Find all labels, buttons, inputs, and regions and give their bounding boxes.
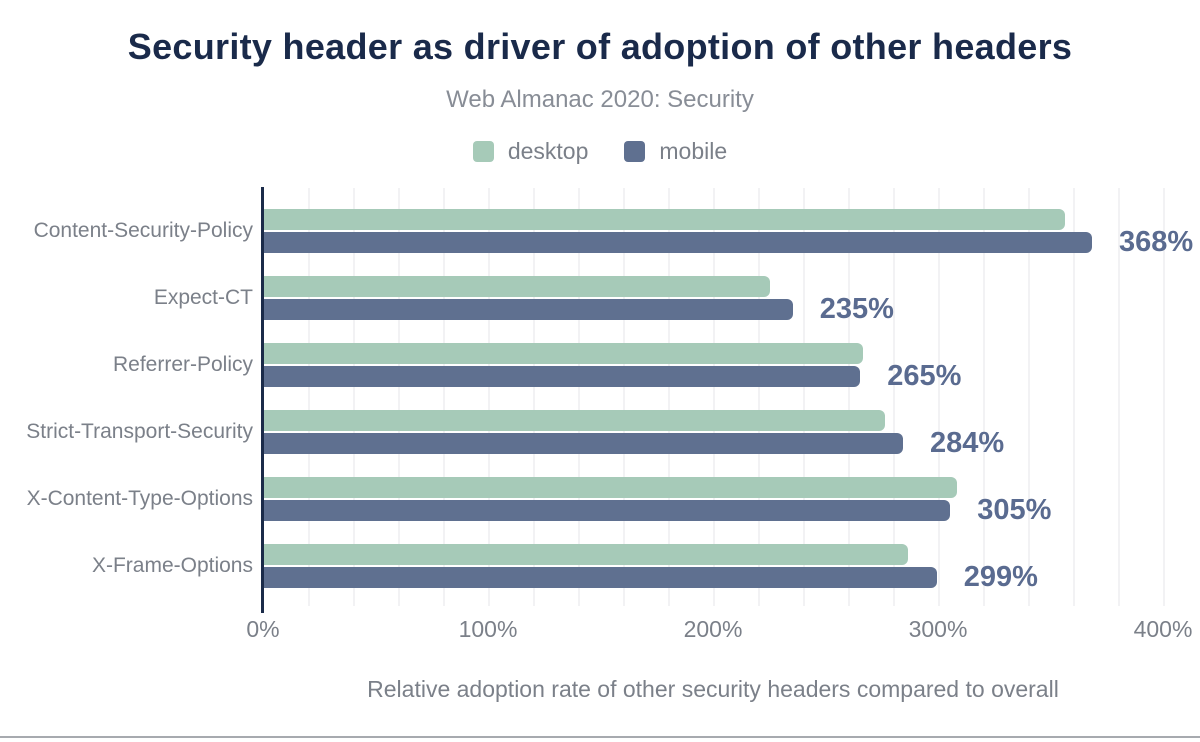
category-label: Content-Security-Policy — [33, 219, 253, 242]
bar-mobile-X-Frame-Options[interactable] — [264, 567, 937, 588]
legend-label-mobile: mobile — [659, 138, 728, 164]
gridline — [533, 188, 535, 606]
gridline — [578, 188, 580, 606]
legend-item-mobile[interactable]: mobile — [624, 138, 727, 165]
gridline — [893, 188, 895, 606]
category-label: X-Frame-Options — [91, 554, 253, 577]
gridline — [443, 188, 445, 606]
bar-desktop-Content-Security-Policy[interactable] — [264, 209, 1065, 230]
gridline — [938, 188, 940, 606]
gridline — [353, 188, 355, 606]
category-label: X-Content-Type-Options — [26, 487, 253, 510]
gridline — [803, 188, 805, 606]
gridline — [848, 188, 850, 606]
desktop-swatch-icon — [472, 141, 494, 162]
gridline — [488, 188, 490, 606]
value-label: 368% — [1119, 226, 1194, 258]
bar-mobile-Expect-CT[interactable] — [264, 299, 793, 320]
bar-mobile-Strict-Transport-Security[interactable] — [264, 433, 903, 454]
bar-mobile-Referrer-Policy[interactable] — [264, 366, 861, 387]
x-tick-label: 100% — [458, 616, 518, 642]
y-axis-line — [261, 187, 264, 613]
value-label: 265% — [887, 360, 962, 392]
chart-legend: desktop mobile — [0, 138, 1200, 165]
gridline — [983, 188, 985, 606]
x-axis-title: Relative adoption rate of other security… — [367, 676, 1059, 702]
gridline — [668, 188, 670, 606]
x-tick-label: 0% — [246, 616, 280, 642]
gridline — [758, 188, 760, 606]
value-label: 284% — [930, 427, 1005, 459]
gridline — [1118, 188, 1120, 606]
gridline — [713, 188, 715, 606]
gridline — [1163, 188, 1165, 606]
bar-desktop-Referrer-Policy[interactable] — [264, 343, 863, 364]
gridline — [308, 188, 310, 606]
category-label: Expect-CT — [153, 286, 253, 309]
value-label: 299% — [963, 561, 1038, 593]
x-tick-label: 400% — [1133, 616, 1193, 642]
category-label: Referrer-Policy — [112, 353, 253, 376]
bar-desktop-Expect-CT[interactable] — [264, 276, 771, 297]
bar-desktop-X-Content-Type-Options[interactable] — [264, 477, 957, 498]
x-tick-label: 200% — [683, 616, 743, 642]
gridline — [623, 188, 625, 606]
value-label: 305% — [977, 494, 1052, 526]
figure-bottom-border — [0, 736, 1200, 738]
chart-subtitle: Web Almanac 2020: Security — [446, 86, 754, 113]
bar-mobile-Content-Security-Policy[interactable] — [264, 232, 1092, 253]
bar-desktop-X-Frame-Options[interactable] — [264, 544, 908, 565]
bar-mobile-X-Content-Type-Options[interactable] — [264, 500, 951, 521]
category-label: Strict-Transport-Security — [26, 420, 253, 443]
chart-title: Security header as driver of adoption of… — [127, 26, 1073, 67]
value-label: 235% — [819, 293, 894, 325]
mobile-swatch-icon — [624, 141, 646, 162]
gridline — [1028, 188, 1030, 606]
gridline — [398, 188, 400, 606]
legend-label-desktop: desktop — [507, 138, 589, 164]
legend-item-desktop[interactable]: desktop — [472, 138, 589, 165]
gridline — [1073, 188, 1075, 606]
x-tick-label: 300% — [908, 616, 968, 642]
bar-desktop-Strict-Transport-Security[interactable] — [264, 410, 885, 431]
